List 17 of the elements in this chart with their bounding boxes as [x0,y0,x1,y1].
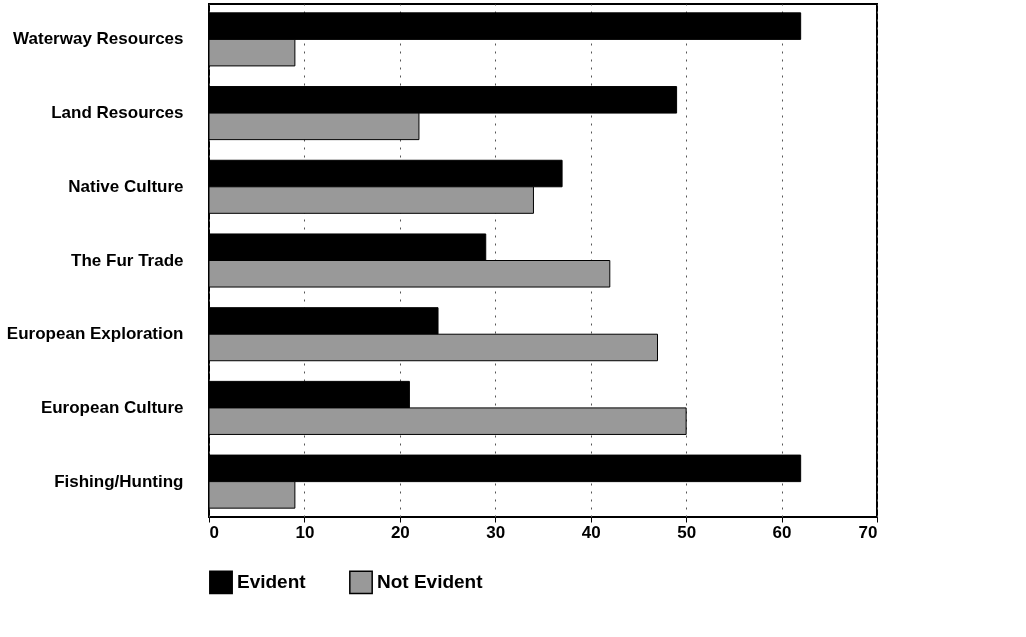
y-tick-label: The Fur Trade [71,250,184,270]
y-tick-label: Fishing/Hunting [54,471,184,491]
legend-label: Not Evident [377,571,484,593]
x-tick-label: 30 [486,522,506,542]
y-tick-label: European Culture [40,397,184,417]
x-tick-label: 70 [858,522,878,542]
x-tick-label: 40 [581,522,601,542]
x-tick-label: 20 [390,522,410,542]
y-tick-label: Native Culture [68,176,184,196]
y-tick-label: European Exploration [6,324,184,344]
x-tick-label: 60 [772,522,792,542]
y-tick-label: Waterway Resources [13,29,184,49]
x-tick-label: 0 [209,522,219,542]
legend-label: Evident [237,571,307,593]
y-tick-label: Land Resources [51,103,184,123]
x-tick-label: 10 [295,522,315,542]
x-tick-label: 50 [677,522,697,542]
